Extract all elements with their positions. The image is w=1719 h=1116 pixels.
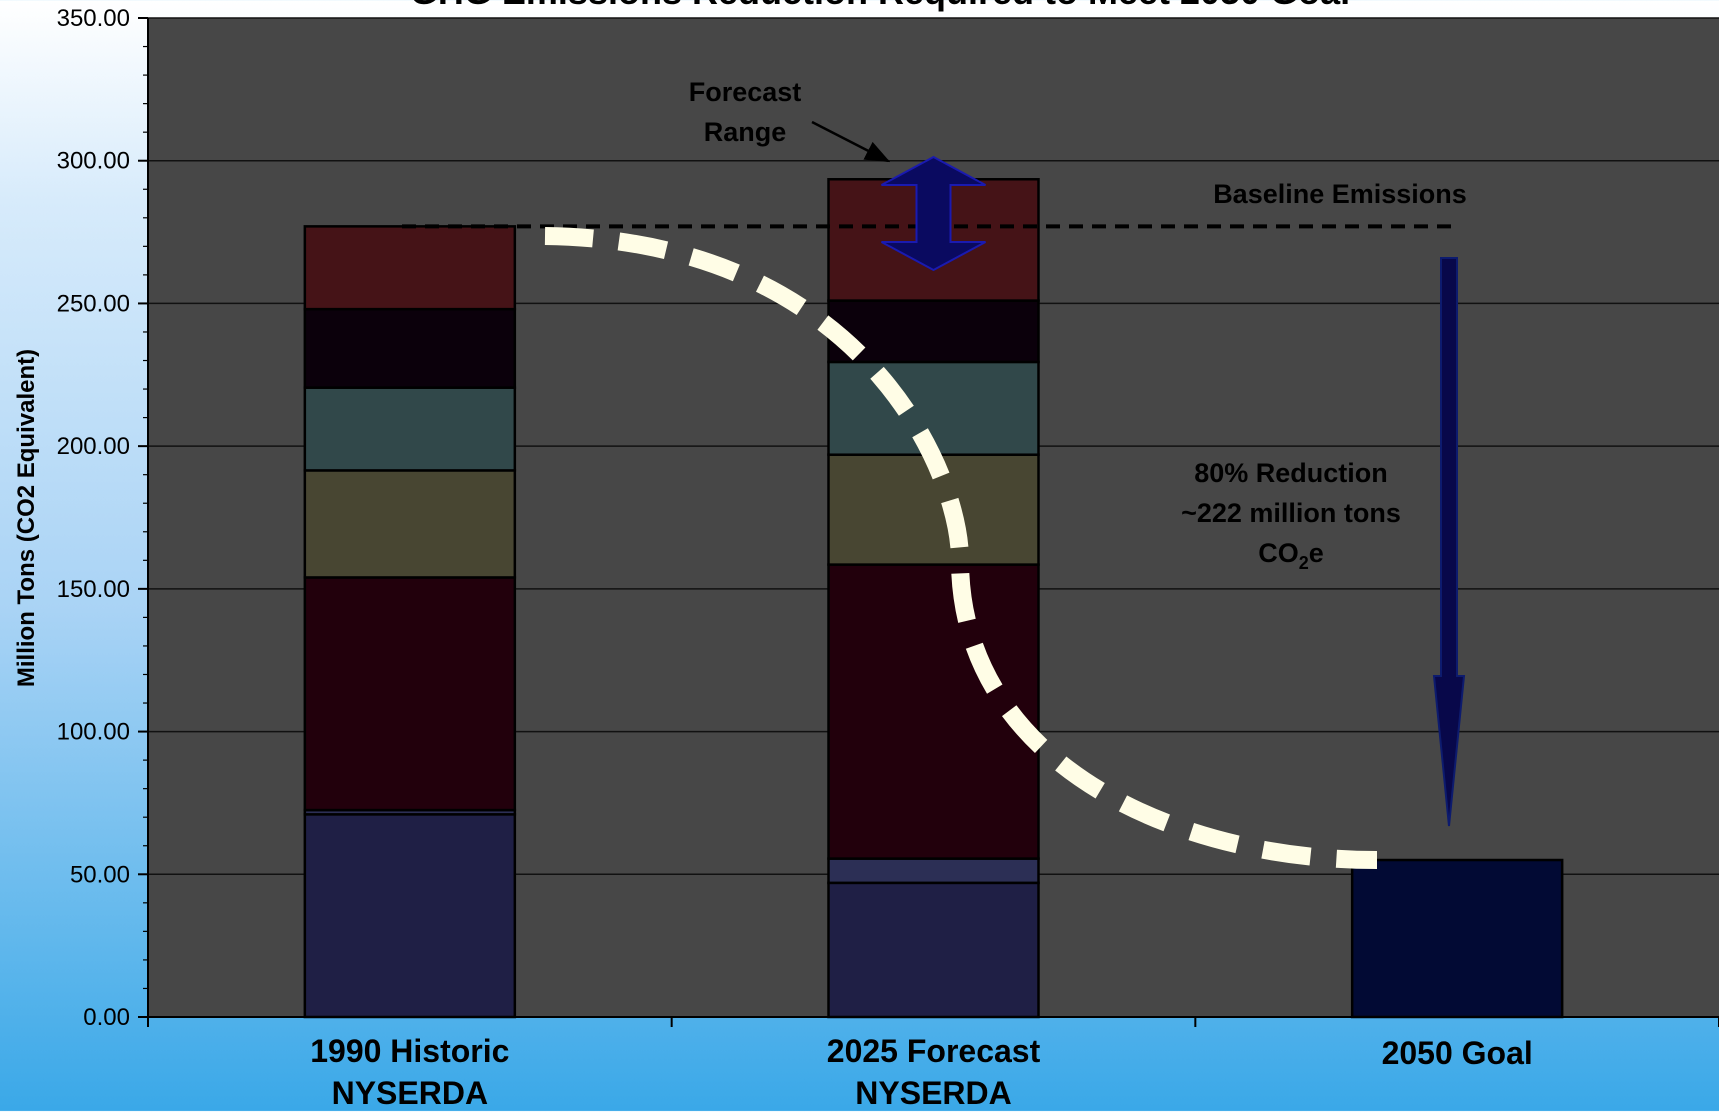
forecast-range-arrow [881, 155, 986, 272]
x-tick-label-line2: NYSERDA [855, 1075, 1011, 1111]
x-tick-label: 1990 Historic [310, 1033, 509, 1069]
y-tick-label: 250.00 [57, 290, 130, 317]
y-axis-ticks: 0.00 50.00 100.00 150.00 200.00 250.00 300.00 3… [57, 5, 148, 1031]
co2e-co: CO [1258, 538, 1299, 568]
baseline-label: Baseline Emissions [1213, 179, 1467, 209]
x-axis-ticks: 1990 Historic NYSERDA 2025 Forecast NYSERDA… [147, 1017, 1719, 1111]
reduction-path-curve [544, 227, 1378, 869]
x-tick-label-line2: NYSERDA [332, 1075, 488, 1111]
bar-segment [827, 857, 1040, 885]
bar-segment [303, 307, 517, 389]
co2e-subscript: 2 [1299, 553, 1309, 573]
reduction-label-line1: 80% Reduction [1194, 458, 1388, 488]
x-tick-label: 2050 Goal [1382, 1035, 1533, 1071]
y-tick-label: 150.00 [57, 576, 130, 603]
bar-segment [303, 386, 517, 472]
reduction-label-line2: ~222 million tons [1181, 498, 1401, 528]
y-tick-label: 350.00 [57, 5, 130, 32]
chart-title: GHG Emissions Reduction Required to Meet… [410, 0, 1350, 12]
bar-segment [303, 225, 517, 311]
forecast-range-pointer [811, 120, 891, 163]
y-axis-label: Million Tons (CO2 Equivalent) [13, 349, 40, 687]
x-tick-label: 2025 Forecast [827, 1033, 1041, 1069]
reduction-label-line3: CO2e [1258, 538, 1324, 573]
bar-segment [1350, 858, 1564, 1019]
forecast-range-label-line1: Forecast [689, 77, 802, 107]
stacked-bars [303, 178, 1564, 1019]
y-tick-label: 0.00 [83, 1004, 130, 1031]
bar-segment [303, 469, 517, 579]
forecast-range-label-line2: Range [704, 117, 787, 147]
co2e-e: e [1309, 538, 1324, 568]
y-tick-label: 50.00 [70, 861, 130, 888]
bar-segment [827, 881, 1040, 1019]
y-tick-label: 100.00 [57, 719, 130, 746]
bar-segment [303, 576, 517, 812]
bar-segment [303, 813, 517, 1019]
y-tick-label: 200.00 [57, 433, 130, 460]
reduction-arrow [1432, 257, 1466, 827]
y-tick-label: 300.00 [57, 148, 130, 175]
bar-segment [827, 563, 1040, 860]
